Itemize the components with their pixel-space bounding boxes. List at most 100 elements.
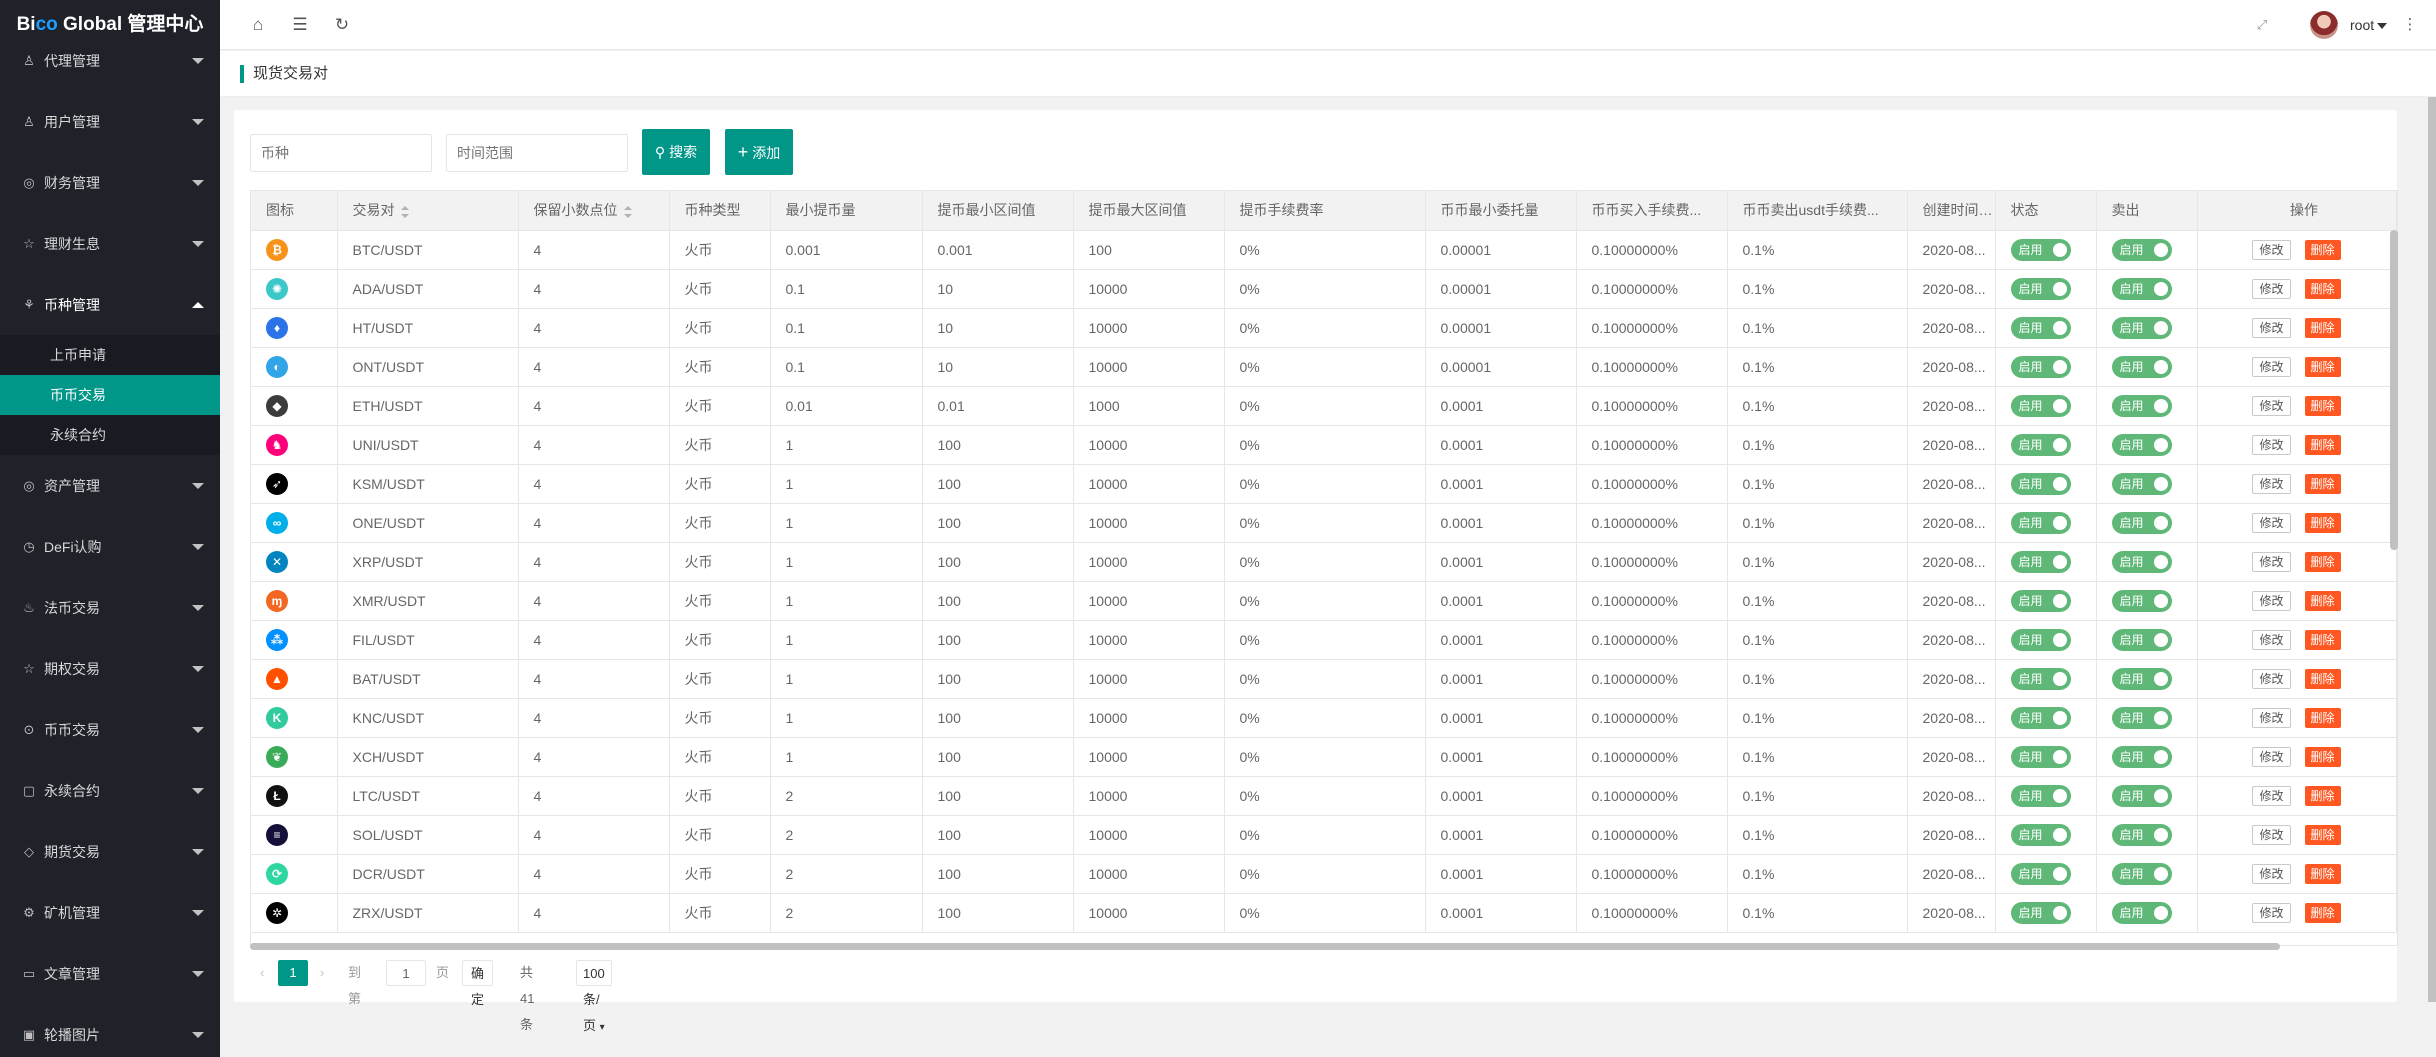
delete-button[interactable]: 删除 bbox=[2304, 824, 2341, 845]
app-logo[interactable]: Bico Global 管理中心 bbox=[0, 0, 220, 50]
sidebar-subitem[interactable]: 币币交易 bbox=[0, 375, 220, 415]
edit-button[interactable]: 修改 bbox=[2252, 902, 2291, 923]
edit-button[interactable]: 修改 bbox=[2252, 785, 2291, 806]
sell-switch[interactable]: 启用 bbox=[2111, 706, 2172, 729]
home-icon[interactable]: ⌂ bbox=[252, 15, 264, 34]
page-current[interactable]: 1 bbox=[278, 960, 308, 986]
status-switch[interactable]: 启用 bbox=[2010, 823, 2071, 846]
edit-button[interactable]: 修改 bbox=[2252, 590, 2291, 611]
sidebar-item[interactable]: ⚙ 矿机管理 bbox=[0, 882, 220, 943]
status-switch[interactable]: 启用 bbox=[2010, 667, 2071, 690]
delete-button[interactable]: 删除 bbox=[2304, 278, 2341, 299]
sell-switch[interactable]: 启用 bbox=[2111, 355, 2172, 378]
edit-button[interactable]: 修改 bbox=[2252, 551, 2291, 572]
sell-switch[interactable]: 启用 bbox=[2111, 550, 2172, 573]
sell-switch[interactable]: 启用 bbox=[2111, 745, 2172, 768]
status-switch[interactable]: 启用 bbox=[2010, 277, 2071, 300]
sidebar-item[interactable]: ◷ DeFi认购 bbox=[0, 516, 220, 577]
fullscreen-icon[interactable]: ⤢ bbox=[2256, 17, 2268, 32]
goto-page-input[interactable]: 1 bbox=[386, 960, 426, 986]
delete-button[interactable]: 删除 bbox=[2304, 785, 2341, 806]
user-menu[interactable]: root bbox=[2350, 17, 2388, 33]
status-switch[interactable]: 启用 bbox=[2010, 784, 2071, 807]
sell-switch[interactable]: 启用 bbox=[2111, 433, 2172, 456]
more-icon[interactable]: ⋮ bbox=[2402, 16, 2418, 33]
status-switch[interactable]: 启用 bbox=[2010, 745, 2071, 768]
add-button[interactable]: + 添加 bbox=[725, 129, 793, 175]
edit-button[interactable]: 修改 bbox=[2252, 512, 2291, 533]
edit-button[interactable]: 修改 bbox=[2252, 278, 2291, 299]
delete-button[interactable]: 删除 bbox=[2304, 863, 2341, 884]
edit-button[interactable]: 修改 bbox=[2252, 395, 2291, 416]
column-header[interactable]: 创建时间... bbox=[1907, 191, 1996, 231]
sidebar-subitem[interactable]: 上币申请 bbox=[50, 347, 106, 363]
edit-button[interactable]: 修改 bbox=[2252, 239, 2291, 260]
refresh-icon[interactable]: ↻ bbox=[334, 15, 350, 34]
edit-button[interactable]: 修改 bbox=[2252, 356, 2291, 377]
sell-switch[interactable]: 启用 bbox=[2111, 316, 2172, 339]
status-switch[interactable]: 启用 bbox=[2010, 901, 2071, 924]
sidebar-item[interactable]: ♙ 代理管理 bbox=[0, 30, 220, 91]
delete-button[interactable]: 删除 bbox=[2304, 746, 2341, 767]
edit-button[interactable]: 修改 bbox=[2252, 707, 2291, 728]
sell-switch[interactable]: 启用 bbox=[2111, 667, 2172, 690]
delete-button[interactable]: 删除 bbox=[2304, 668, 2341, 689]
sell-switch[interactable]: 启用 bbox=[2111, 394, 2172, 417]
sort-icon[interactable] bbox=[623, 205, 632, 218]
delete-button[interactable]: 删除 bbox=[2304, 629, 2341, 650]
sidebar-item[interactable]: ♙ 用户管理 bbox=[0, 91, 220, 152]
sell-switch[interactable]: 启用 bbox=[2111, 823, 2172, 846]
time-range-input[interactable] bbox=[446, 134, 628, 172]
sidebar-item[interactable]: ▣ 轮播图片 bbox=[0, 1004, 220, 1057]
goto-confirm-button[interactable]: 确定 bbox=[462, 960, 494, 1007]
sell-switch[interactable]: 启用 bbox=[2111, 277, 2172, 300]
sell-switch[interactable]: 启用 bbox=[2111, 901, 2172, 924]
sidebar-item[interactable]: ◇ 期货交易 bbox=[0, 821, 220, 882]
sell-switch[interactable]: 启用 bbox=[2111, 784, 2172, 807]
horizontal-scrollbar[interactable] bbox=[250, 943, 2280, 950]
sidebar-subitem[interactable]: 永续合约 bbox=[50, 427, 106, 443]
next-page-icon[interactable]: › bbox=[320, 965, 325, 980]
menu-toggle-icon[interactable]: ☰ bbox=[292, 15, 308, 34]
delete-button[interactable]: 删除 bbox=[2304, 434, 2341, 455]
status-switch[interactable]: 启用 bbox=[2010, 316, 2071, 339]
delete-button[interactable]: 删除 bbox=[2304, 707, 2341, 728]
delete-button[interactable]: 删除 bbox=[2304, 590, 2341, 611]
page-size-select[interactable]: 100 条/页 ▾ bbox=[576, 960, 612, 1033]
sell-switch[interactable]: 启用 bbox=[2111, 862, 2172, 885]
page-scrollbar[interactable] bbox=[2428, 97, 2436, 1002]
status-switch[interactable]: 启用 bbox=[2010, 511, 2071, 534]
coin-search-input[interactable] bbox=[250, 134, 432, 172]
sidebar-item[interactable]: ▭ 文章管理 bbox=[0, 943, 220, 1004]
status-switch[interactable]: 启用 bbox=[2010, 706, 2071, 729]
delete-button[interactable]: 删除 bbox=[2304, 395, 2341, 416]
search-button[interactable]: ⚲ 搜索 bbox=[642, 129, 710, 175]
sell-switch[interactable]: 启用 bbox=[2111, 589, 2172, 612]
status-switch[interactable]: 启用 bbox=[2010, 472, 2071, 495]
sidebar-item[interactable]: ▢ 永续合约 bbox=[0, 760, 220, 821]
edit-button[interactable]: 修改 bbox=[2252, 317, 2291, 338]
edit-button[interactable]: 修改 bbox=[2252, 668, 2291, 689]
table-vertical-scrollbar[interactable] bbox=[2390, 230, 2398, 550]
delete-button[interactable]: 删除 bbox=[2304, 902, 2341, 923]
sidebar-item[interactable]: ⚘ 币种管理 bbox=[0, 274, 220, 335]
status-switch[interactable]: 启用 bbox=[2010, 433, 2071, 456]
status-switch[interactable]: 启用 bbox=[2010, 589, 2071, 612]
delete-button[interactable]: 删除 bbox=[2304, 473, 2341, 494]
edit-button[interactable]: 修改 bbox=[2252, 824, 2291, 845]
status-switch[interactable]: 启用 bbox=[2010, 394, 2071, 417]
prev-page-icon[interactable]: ‹ bbox=[260, 965, 265, 980]
column-header[interactable]: 保留小数点位 bbox=[518, 191, 670, 231]
delete-button[interactable]: 删除 bbox=[2304, 551, 2341, 572]
sort-icon[interactable] bbox=[400, 205, 409, 218]
status-switch[interactable]: 启用 bbox=[2010, 862, 2071, 885]
edit-button[interactable]: 修改 bbox=[2252, 746, 2291, 767]
sidebar-item[interactable]: ◎ 财务管理 bbox=[0, 152, 220, 213]
sell-switch[interactable]: 启用 bbox=[2111, 472, 2172, 495]
delete-button[interactable]: 删除 bbox=[2304, 239, 2341, 260]
column-header[interactable]: 交易对 bbox=[337, 191, 519, 231]
avatar[interactable] bbox=[2310, 11, 2338, 39]
sell-switch[interactable]: 启用 bbox=[2111, 238, 2172, 261]
edit-button[interactable]: 修改 bbox=[2252, 473, 2291, 494]
sidebar-item[interactable]: ♨ 法币交易 bbox=[0, 577, 220, 638]
